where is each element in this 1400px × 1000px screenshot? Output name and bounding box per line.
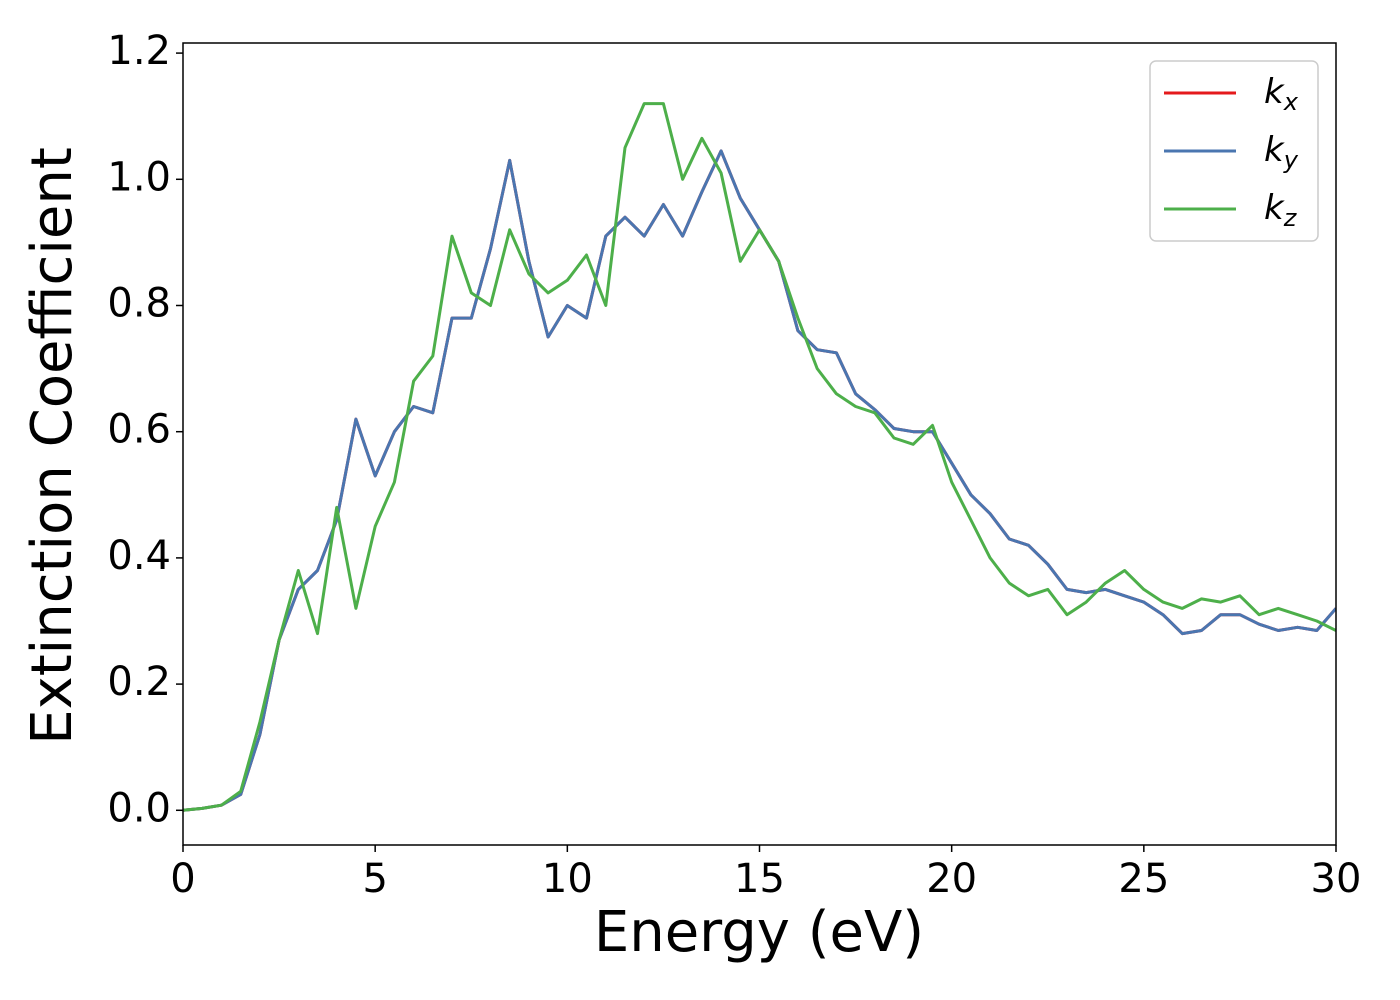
y-axis-label: Extinction Coefficient: [20, 147, 85, 745]
x-tick-label: 15: [734, 856, 785, 902]
x-tick-label: 0: [170, 856, 195, 902]
y-tick-label: 1.0: [107, 154, 171, 200]
series-line: [183, 149, 1336, 812]
legend-label: kx: [1264, 72, 1299, 117]
legend-label: ky: [1264, 130, 1299, 175]
x-tick-label: 30: [1311, 856, 1362, 902]
series-line: [183, 149, 1336, 812]
series-line: [183, 102, 1336, 812]
x-tick-label: 25: [1118, 856, 1169, 902]
x-tick-label: 20: [926, 856, 977, 902]
x-axis-label: Energy (eV): [594, 900, 924, 965]
legend-label: kz: [1264, 188, 1298, 233]
y-tick-label: 0.4: [107, 533, 171, 579]
x-tick-label: 5: [362, 856, 387, 902]
y-tick-label: 0.6: [107, 407, 171, 453]
plot-frame: [182, 42, 1337, 846]
y-tick-label: 0.0: [107, 785, 171, 831]
y-tick-label: 1.2: [107, 28, 171, 74]
y-tick-label: 0.8: [107, 280, 171, 326]
y-tick-label: 0.2: [107, 659, 171, 705]
x-tick-label: 10: [542, 856, 593, 902]
